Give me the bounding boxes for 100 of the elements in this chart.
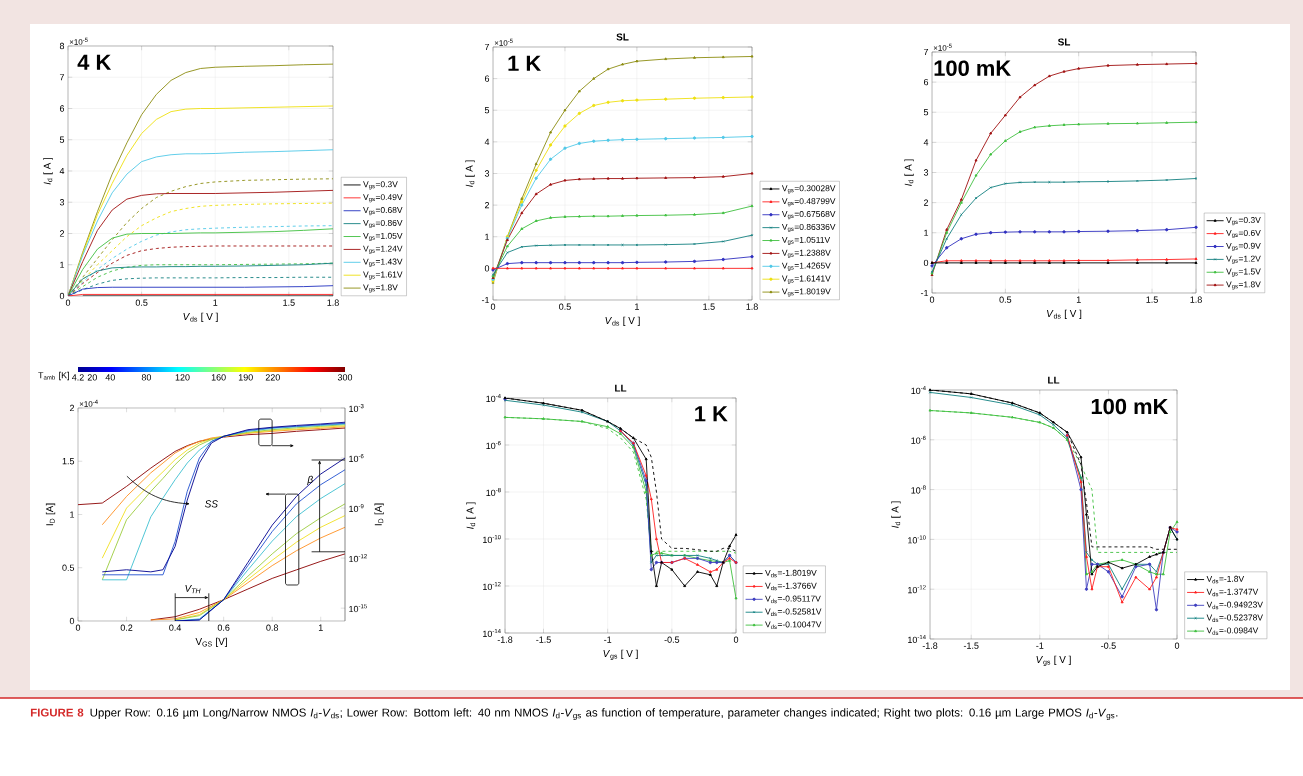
y-tick-label: 10$^{-8}$: [486, 487, 501, 497]
x-tick-label: 0.5: [559, 303, 571, 310]
x-axis-title: V$_{ds}$ [ V ]: [183, 312, 218, 322]
y-tick-label: 4: [484, 138, 490, 145]
y-tick-label: 2: [69, 404, 75, 412]
y-tick-label: 10$^{-12}$: [908, 585, 926, 594]
legend-label: V$_{ds}$=-0.52378V: [1206, 614, 1263, 623]
x-axis-title: V$_{GS}$ [V]: [195, 637, 227, 647]
y-axis-title: I$_{D}$ [A]: [45, 503, 56, 526]
legend-label: V$_{gs}$=0.6V: [1226, 229, 1261, 239]
x-tick-label: 1: [318, 624, 323, 631]
x-tick-label: 1: [213, 299, 218, 306]
x-tick-label: 0.2: [120, 624, 133, 631]
legend-label: V$_{gs}$=1.0511V: [781, 236, 831, 245]
y-tick-label: 10$^{-14}$: [483, 629, 501, 638]
legend-label: V$_{ds}$=-0.52581V: [765, 608, 822, 617]
y-tick-label: 3: [923, 169, 929, 176]
annotation: V$_{TH}$: [185, 584, 201, 594]
y-tick-label: 4: [59, 167, 65, 175]
y-tick-label: 2: [59, 230, 65, 237]
y-axis-title: I$_{d}$ [ A ]: [43, 157, 53, 185]
y-tick-label: 10$^{-4}$: [486, 394, 501, 403]
y-axis-title: I$_{d}$ [ A ]: [465, 160, 475, 187]
x-tick-label: 1.5: [703, 303, 715, 310]
x-tick-label: -1.8: [497, 636, 513, 643]
legend-label: V$_{ds}$=-1.3747V: [1206, 588, 1259, 597]
x-tick-label: -1.5: [536, 636, 551, 643]
y-tick-label: 7: [923, 48, 929, 56]
x-tick-label: 1.5: [283, 299, 295, 306]
legend-label: V$_{gs}$=0.86V: [363, 219, 403, 229]
chart-title: SL: [1057, 38, 1071, 46]
x-tick-label: 1.8: [1190, 296, 1202, 303]
x-tick-label: 0: [929, 296, 935, 303]
y-tick-label: 0: [69, 617, 75, 625]
y-tick-label: -1: [920, 289, 929, 297]
legend-label: V$_{gs}$=0.9V: [1226, 242, 1261, 251]
y-tick-label: 1: [70, 511, 75, 518]
y-tick-label: 8: [59, 42, 65, 50]
y-tick-label: 5: [923, 109, 929, 116]
legend-label: V$_{ds}$=-1.8V: [1206, 575, 1245, 584]
legend-label: V$_{gs}$=1.8V: [1226, 281, 1261, 290]
legend-label: V$_{gs}$=1.43V: [363, 258, 403, 267]
y-tick-label: 10$^{-10}$: [908, 535, 926, 544]
x-tick-label: -1.5: [963, 642, 979, 649]
y-tick-label: 10$^{-4}$: [911, 385, 926, 394]
color-bar-label: 160: [211, 374, 226, 381]
x-tick-label: -1: [1036, 642, 1044, 649]
legend-label: V$_{gs}$=1.8019V: [781, 288, 831, 297]
annotation: 4 K: [77, 54, 112, 70]
legend-label: V$_{gs}$=0.3V: [1226, 217, 1261, 226]
legend-label: V$_{gs}$=1.4265V: [781, 262, 831, 271]
x-tick-label: 1: [635, 303, 639, 310]
legend-label: V$_{gs}$=0.67568V: [781, 211, 836, 220]
color-bar-title: T$_{amb}$ [K]: [38, 371, 69, 381]
color-bar-label: 20: [87, 374, 97, 381]
y2-axis-title: I$_{D}$ [A]: [374, 503, 384, 526]
y-tick-label: 2: [923, 199, 929, 206]
legend-label: V$_{gs}$=1.61V: [363, 271, 403, 280]
legend-label: V$_{ds}$=-0.0984V: [1206, 627, 1259, 635]
y-tick-label: 10$^{-6}$: [911, 435, 926, 444]
color-bar-label: 4.2: [71, 374, 84, 381]
y2-tick-label: 10$^{-15}$: [349, 604, 367, 613]
legend-label: V$_{ds}$=-1.3766V: [765, 582, 817, 591]
y-tick-label: 10$^{-8}$: [911, 485, 926, 494]
x-tick-label: -0.5: [1101, 642, 1116, 649]
x-axis-title: V$_{gs}$ [ V ]: [603, 649, 638, 660]
legend-label: V$_{gs}$=1.5V: [1226, 268, 1261, 277]
y-tick-label: 3: [484, 170, 490, 177]
legend-label: V$_{gs}$=0.30028V: [781, 185, 836, 194]
chart-title: SL: [616, 33, 629, 41]
annotation: SS: [204, 500, 218, 508]
legend-label: V$_{gs}$=0.3V: [363, 181, 398, 190]
x-tick-label: 0.4: [169, 624, 182, 631]
y2-tick-label: 10$^{-9}$: [349, 504, 364, 513]
y-tick-label: 1.5: [62, 458, 75, 465]
color-bar-label: 220: [265, 374, 280, 381]
y-tick-label: 2: [484, 201, 490, 209]
x-tick-label: 1.8: [746, 303, 758, 310]
x-tick-label: -1.8: [922, 642, 938, 649]
x-tick-label: 1.8: [327, 299, 339, 306]
x-tick-label: 1.5: [1146, 296, 1158, 303]
y-axis-title: I$_{d}$ [ A ]: [466, 502, 476, 529]
y-tick-label: 10$^{-14}$: [908, 635, 926, 644]
x-tick-label: 0: [75, 624, 81, 631]
legend-label: V$_{gs}$=0.68V: [363, 207, 403, 216]
legend-label: V$_{gs}$=1.8V: [363, 284, 398, 293]
chart-title: LL: [615, 384, 627, 392]
y-tick-label: 1: [60, 261, 65, 268]
y-tick-label: 10$^{-12}$: [483, 581, 501, 591]
y-tick-label: 5: [484, 107, 490, 114]
annotation: 100 mK: [934, 60, 1011, 76]
y-tick-label: 7: [484, 43, 490, 51]
x-tick-label: 0.6: [217, 624, 230, 631]
x-tick-label: -0.5: [664, 636, 680, 643]
legend-label: V$_{gs}$=1.2V: [1226, 255, 1261, 264]
y2-tick-label: 10$^{-3}$: [349, 403, 364, 413]
x-tick-label: 0: [1174, 642, 1180, 649]
y-tick-label: 1: [485, 233, 490, 240]
legend-label: V$_{gs}$=0.86336V: [781, 223, 836, 233]
y2-tick-label: 10$^{-12}$: [349, 554, 367, 563]
